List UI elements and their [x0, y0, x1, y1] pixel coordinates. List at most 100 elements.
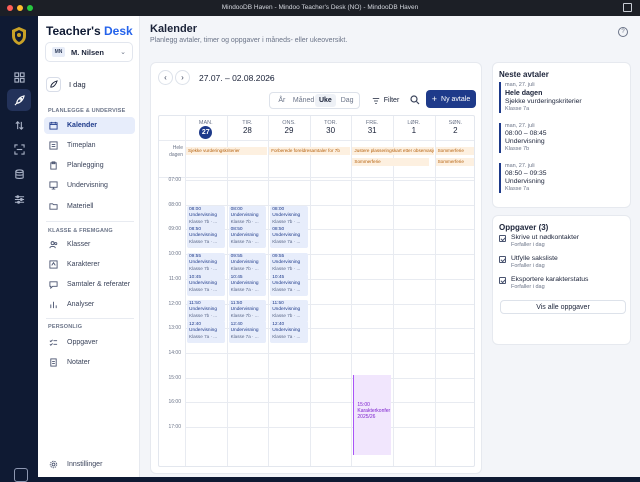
view-all-tasks-button[interactable]: Vis alle oppgaver	[500, 300, 626, 314]
day-header[interactable]: TOR. 30	[310, 116, 352, 140]
upcoming-panel: Neste avtaler man, 27. juli Hele dagen S…	[492, 62, 631, 208]
rocket-rail-button[interactable]	[7, 89, 31, 111]
user-selector[interactable]: MN M. Nilsen ⌄	[45, 42, 133, 62]
upcoming-item[interactable]: man, 27. juli 08:00 – 08:45 Undervisning…	[499, 123, 616, 153]
plus-icon: +	[431, 94, 438, 104]
time-label: 09:00	[168, 226, 181, 233]
task-item[interactable]: Eksportere karakterstatus Forfaller i dag	[499, 276, 617, 291]
sort-rail-button[interactable]	[7, 114, 31, 136]
time-label: 10:00	[168, 251, 181, 258]
day-header[interactable]: TIR. 28	[227, 116, 269, 140]
day-header[interactable]: FRE. 31	[351, 116, 393, 140]
grid-line	[351, 116, 353, 466]
lesson-event[interactable]: 11:50 Undervisning Klasse 7b · ...	[270, 300, 308, 323]
sidebar-item-conversations[interactable]: Samtaler & referater	[44, 276, 135, 293]
lesson-event[interactable]: 08:00 Undervisning Klasse 7b · ...	[270, 205, 308, 228]
allday-event[interactable]: Sjekke vurderingskriterier	[186, 147, 268, 155]
help-icon[interactable]: ?	[618, 27, 628, 37]
time-label: 12:00	[168, 300, 181, 307]
collapse-sidebar-icon[interactable]	[14, 468, 28, 482]
sidebar-item-calendar[interactable]: Kalender	[44, 117, 135, 134]
allday-event[interactable]: Sommerferie	[435, 158, 474, 166]
checkbox-icon[interactable]	[499, 277, 506, 284]
lesson-event[interactable]: 08:50 Undervisning Klasse 7a · ...	[228, 226, 267, 249]
database-icon	[14, 168, 24, 179]
prev-week-button[interactable]: ‹	[158, 70, 173, 85]
sidebar-item-planning[interactable]: Planlegging	[44, 157, 135, 174]
search-icon[interactable]	[409, 94, 421, 106]
lesson-event[interactable]: 09:55 Undervisning Klasse 7b · ...	[187, 253, 225, 276]
chevron-down-icon: ⌄	[120, 49, 126, 56]
time-label: 17:00	[168, 424, 181, 430]
lesson-event[interactable]: 11:50 Undervisning Klasse 7b · ...	[187, 300, 225, 323]
day-header[interactable]: SØN. 2	[435, 116, 474, 140]
sidebar-item-grades[interactable]: Karakterer	[44, 256, 135, 273]
rocket-icon	[14, 94, 25, 105]
lesson-event[interactable]: 12:40 Undervisning Klasse 7a · ...	[187, 320, 225, 343]
day-header[interactable]: ONS. 29	[268, 116, 310, 140]
settings-rail-button[interactable]	[7, 188, 31, 210]
sidebar-item-timetable[interactable]: Timeplan	[44, 137, 135, 154]
day-header[interactable]: LØR. 1	[393, 116, 435, 140]
hour-line	[185, 180, 474, 181]
minimize-window-button[interactable]	[17, 5, 23, 11]
week-grid: MAN. 27 TIR. 28 ONS. 29 TOR. 30 FRE. 31 LØR. 1 SØN. 2…	[158, 115, 475, 467]
maximize-window-button[interactable]	[27, 5, 33, 11]
lesson-event[interactable]: 09:55 Undervisning Klasse 7b · ...	[228, 253, 267, 276]
chevron-down-icon[interactable]: ⌄	[268, 74, 274, 81]
view-month-tab[interactable]: Måned	[292, 97, 315, 104]
lesson-event[interactable]: 12:40 Undervisning Klasse 7a · ...	[228, 320, 267, 343]
hour-line	[185, 352, 474, 354]
clipboard-icon	[48, 160, 59, 171]
allday-event[interactable]: Justere plasseringskart etter observasjo…	[352, 147, 434, 155]
checkbox-icon[interactable]	[499, 235, 506, 242]
day-number: 1	[411, 126, 417, 135]
app-logo	[12, 27, 26, 45]
grid-line	[434, 116, 436, 466]
sidebar-item-tasks[interactable]: Oppgaver	[44, 334, 135, 351]
sidebar-item-today[interactable]: I dag	[46, 76, 86, 92]
close-window-button[interactable]	[7, 5, 13, 11]
filter-button[interactable]: Filter	[366, 92, 405, 109]
new-event-button[interactable]: + Ny avtale	[426, 90, 476, 108]
dashboard-rail-button[interactable]	[7, 66, 31, 88]
lesson-event[interactable]: 12:40 Undervisning Klasse 7a · ...	[270, 320, 308, 343]
sidebar-item-settings[interactable]: Innstillinger	[44, 456, 135, 473]
lesson-event[interactable]: 10:45 Undervisning Klasse 7a · ...	[228, 273, 267, 296]
lesson-event[interactable]: 08:50 Undervisning Klasse 7a · ...	[270, 226, 308, 249]
view-year-tab[interactable]: År	[278, 97, 286, 104]
next-week-button[interactable]: ›	[175, 70, 190, 85]
scan-rail-button[interactable]	[7, 138, 31, 160]
calendar-card: ‹ › 27.07. – 02.08.2026 ⌄ År Måned Uke D…	[150, 62, 482, 474]
upcoming-item[interactable]: man, 27. juli 08:50 – 09:35 Undervisning…	[499, 163, 616, 193]
day-header[interactable]: MAN. 27	[185, 116, 227, 140]
sidebar-item-materials[interactable]: Materiell	[44, 198, 135, 215]
sidebar-divider	[46, 318, 134, 319]
allday-event[interactable]: Sommerferie	[352, 158, 430, 166]
checkbox-icon[interactable]	[499, 256, 506, 263]
sidebar-item-classes[interactable]: Klasser	[44, 236, 135, 253]
lesson-event[interactable]: 08:50 Undervisning Klasse 7a · ...	[187, 226, 225, 249]
lesson-event[interactable]: 08:00 Undervisning Klasse 7b · ...	[187, 205, 225, 228]
lesson-event[interactable]: 08:00 Undervisning Klasse 7b · ...	[228, 205, 267, 228]
date-range-label[interactable]: 27.07. – 02.08.2026	[199, 73, 275, 83]
sidebar-item-notes[interactable]: Notater	[44, 354, 135, 371]
lesson-event[interactable]: 09:55 Undervisning Klasse 7b · ...	[270, 253, 308, 276]
allday-event[interactable]: Sommerferie	[435, 147, 474, 155]
lesson-event[interactable]: 10:45 Undervisning Klasse 7a · ...	[270, 273, 308, 296]
sidebar-item-teaching[interactable]: Undervisning	[44, 177, 135, 194]
window-layout-icon[interactable]	[623, 3, 632, 12]
view-day-tab[interactable]: Dag	[340, 97, 354, 104]
task-item[interactable]: Skrive ut nødkontakter Forfaller i dag	[499, 234, 617, 249]
database-rail-button[interactable]	[7, 163, 31, 185]
task-item[interactable]: Utfylle saksliste Forfaller i dag	[499, 255, 617, 270]
upcoming-item[interactable]: man, 27. juli Hele dagen Sjekke vurderin…	[499, 82, 616, 113]
lesson-event[interactable]: 11:50 Undervisning Klasse 7b · ...	[228, 300, 267, 323]
view-week-tab[interactable]: Uke	[314, 94, 337, 107]
allday-event[interactable]: Forberede foreldresamtaler for 7b	[269, 147, 351, 155]
conference-event[interactable]: 15:00 Karakterkonfer 2025/26	[353, 374, 391, 455]
time-label: 08:00	[168, 201, 181, 208]
user-name: M. Nilsen	[71, 47, 104, 57]
sidebar-item-analytics[interactable]: Analyser	[44, 296, 135, 313]
lesson-event[interactable]: 10:45 Undervisning Klasse 7a · ...	[187, 273, 225, 296]
